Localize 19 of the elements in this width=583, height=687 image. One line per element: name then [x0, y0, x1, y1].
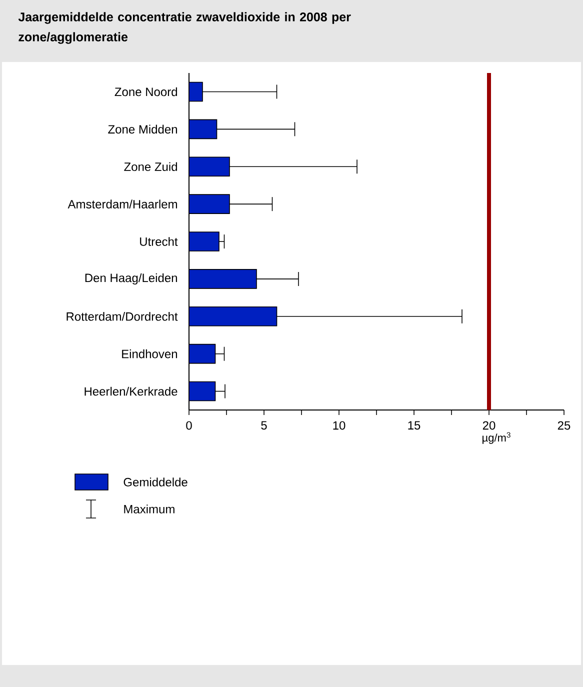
legend-label: Gemiddelde [124, 478, 188, 486]
x-tick-label: 10 [333, 421, 346, 430]
x-tick-label: 0 [186, 421, 192, 430]
x-tick-label: 25 [558, 421, 570, 430]
y-tick-label: Rotterdam/Dordrecht [66, 312, 178, 321]
x-tick-label: 20 [482, 421, 496, 430]
y-tick-label: Eindhoven [122, 349, 178, 358]
x-tick-label: 5 [261, 421, 267, 430]
y-tick-label: Zone Noord [114, 87, 178, 96]
x-axis-title: µg/m$^{3}$ [482, 432, 510, 444]
y-tick-label: Zone Zuid [124, 162, 178, 172]
y-tick-label: Zone Midden [108, 124, 177, 134]
chart-title: Jaargemiddelde concentratie zwaveldioxide in 2008 per zone/agglomeratie [18, 12, 351, 44]
y-tick-label: Den Haag/Leiden [85, 273, 177, 285]
y-tick-label: Utrecht [140, 237, 178, 246]
y-tick-label: Amsterdam/Haarlem [68, 200, 177, 208]
x-tick-label: 15 [408, 421, 420, 430]
text: Maximum [124, 504, 174, 514]
y-tick-label: Heerlen/Kerkrade [84, 386, 178, 396]
